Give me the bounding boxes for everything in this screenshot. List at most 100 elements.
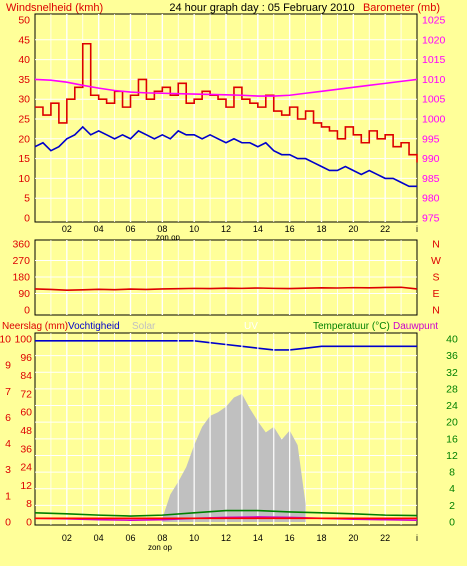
series-solar-area [162, 393, 306, 522]
x-tick-label: 14 [253, 533, 263, 543]
y-tick-label: 1025 [422, 15, 446, 27]
y-tick-label: 25 [18, 114, 30, 126]
series-wind-direction-line [34, 286, 418, 292]
uv-label: UV [244, 321, 258, 332]
x-tick-label: 12 [221, 533, 231, 543]
y-tick-label: 40 [18, 54, 30, 66]
series-temperatuur-c-line [34, 509, 418, 517]
x-tick-label: 02 [62, 224, 72, 234]
y-tick-label: 7 [5, 386, 11, 398]
y-tick-label: 0 [449, 517, 455, 529]
y-tick-label: N [432, 239, 440, 251]
x-tick-label: 22 [380, 533, 390, 543]
x-tick-label: i [416, 224, 418, 234]
solar-label: Solar [132, 321, 156, 332]
y-tick-label: 270 [12, 255, 30, 267]
climate-panel-x-axis: 02 04 06 08 10 12 14 16 18 20 22 i [62, 533, 418, 543]
y-tick-label: 360 [12, 239, 30, 251]
y-tick-label: E [432, 288, 439, 300]
x-tick-label: 18 [316, 533, 326, 543]
dewpoint-label: Dauwpunt [393, 321, 438, 332]
sunrise-label-1: zon op [156, 233, 181, 242]
barometer-axis: 975 980 985 990 995 1000 1005 1010 1015 1020 1025 [422, 15, 446, 225]
x-tick-label: 10 [189, 533, 199, 543]
y-tick-label: 6 [5, 412, 11, 424]
series-barometer-mb-line [34, 78, 418, 97]
y-tick-label: S [432, 272, 439, 284]
y-tick-label: 12 [20, 480, 32, 492]
x-tick-label: 16 [285, 533, 295, 543]
y-tick-label: 0 [26, 517, 32, 529]
y-tick-label: 10 [18, 173, 30, 185]
x-tick-label: 08 [157, 224, 167, 234]
y-tick-label: 12 [446, 450, 458, 462]
y-tick-label: 180 [12, 272, 30, 284]
y-tick-label: 60 [20, 407, 32, 419]
x-tick-label: 06 [125, 224, 135, 234]
sunrise-label-3: zon op [148, 543, 173, 552]
y-tick-label: 20 [446, 417, 458, 429]
x-tick-label: 14 [253, 224, 263, 234]
barometer-axis-title: Barometer (mb) [363, 2, 440, 14]
y-tick-label: 100 [14, 334, 32, 346]
climate-panel-series [34, 339, 418, 522]
series-windsnelheid-kmh-line [35, 42, 418, 163]
y-tick-label: 1 [5, 490, 11, 502]
y-tick-label: 24 [446, 400, 458, 412]
y-tick-label: 16 [446, 433, 458, 445]
y-tick-label: 24 [20, 462, 32, 474]
y-tick-label: 995 [422, 133, 440, 145]
y-tick-label: 2 [449, 500, 455, 512]
y-tick-label: 40 [446, 334, 458, 346]
direction-panel-grid [35, 240, 417, 315]
y-tick-label: 45 [18, 34, 30, 46]
y-tick-label: W [431, 255, 441, 267]
rain-axis-title: Neerslag (mm) [2, 321, 68, 332]
y-tick-label: 48 [20, 425, 32, 437]
y-tick-label: 980 [422, 193, 440, 205]
x-tick-label: 20 [348, 533, 358, 543]
wind-speed-axis-title: Windsnelheid (kmh) [6, 2, 103, 14]
y-tick-label: 1005 [422, 94, 446, 106]
y-tick-label: 28 [446, 383, 458, 395]
y-tick-label: 8 [449, 467, 455, 479]
direction-degrees-axis: 0 90 180 270 360 [12, 239, 30, 317]
wind-panel-series [34, 42, 418, 188]
y-tick-label: 36 [446, 350, 458, 362]
y-tick-label: 35 [18, 74, 30, 86]
y-tick-label: 90 [18, 288, 30, 300]
y-tick-label: 36 [20, 443, 32, 455]
y-tick-label: 0 [24, 305, 30, 317]
x-tick-label: 02 [62, 533, 72, 543]
humidity-label: Vochtigheid [68, 321, 120, 332]
wind-speed-axis: 0 5 10 15 20 25 30 35 40 45 50 [18, 15, 30, 225]
y-tick-label: 975 [422, 213, 440, 225]
y-tick-label: 15 [18, 153, 30, 165]
temperature-label: Temperatuur (°C) [313, 321, 390, 332]
y-tick-label: 5 [24, 193, 30, 205]
y-tick-label: 4 [449, 483, 455, 495]
y-tick-label: 32 [446, 367, 458, 379]
x-tick-label: 08 [157, 533, 167, 543]
x-tick-label: 04 [94, 224, 104, 234]
y-tick-label: 30 [18, 94, 30, 106]
wind-panel-x-axis: 02 04 06 08 10 12 14 16 18 20 22 i [62, 224, 418, 234]
y-tick-label: 985 [422, 173, 440, 185]
series-dauwpunt-line [34, 516, 418, 521]
y-tick-label: 84 [20, 370, 32, 382]
y-tick-label: 1010 [422, 74, 446, 86]
x-tick-label: 06 [125, 533, 135, 543]
y-tick-label: 3 [5, 464, 11, 476]
y-tick-label: 1020 [422, 34, 446, 46]
y-tick-label: 0 [5, 517, 11, 529]
y-tick-label: 4 [5, 438, 11, 450]
humidity-axis: 0 8 12 24 36 48 60 72 84 96 100 [14, 334, 32, 529]
y-tick-label: 0 [24, 213, 30, 225]
y-tick-label: 1000 [422, 114, 446, 126]
x-tick-label: 22 [380, 224, 390, 234]
wind-panel-grid [35, 14, 417, 222]
y-tick-label: 1015 [422, 54, 446, 66]
y-tick-label: 990 [422, 153, 440, 165]
